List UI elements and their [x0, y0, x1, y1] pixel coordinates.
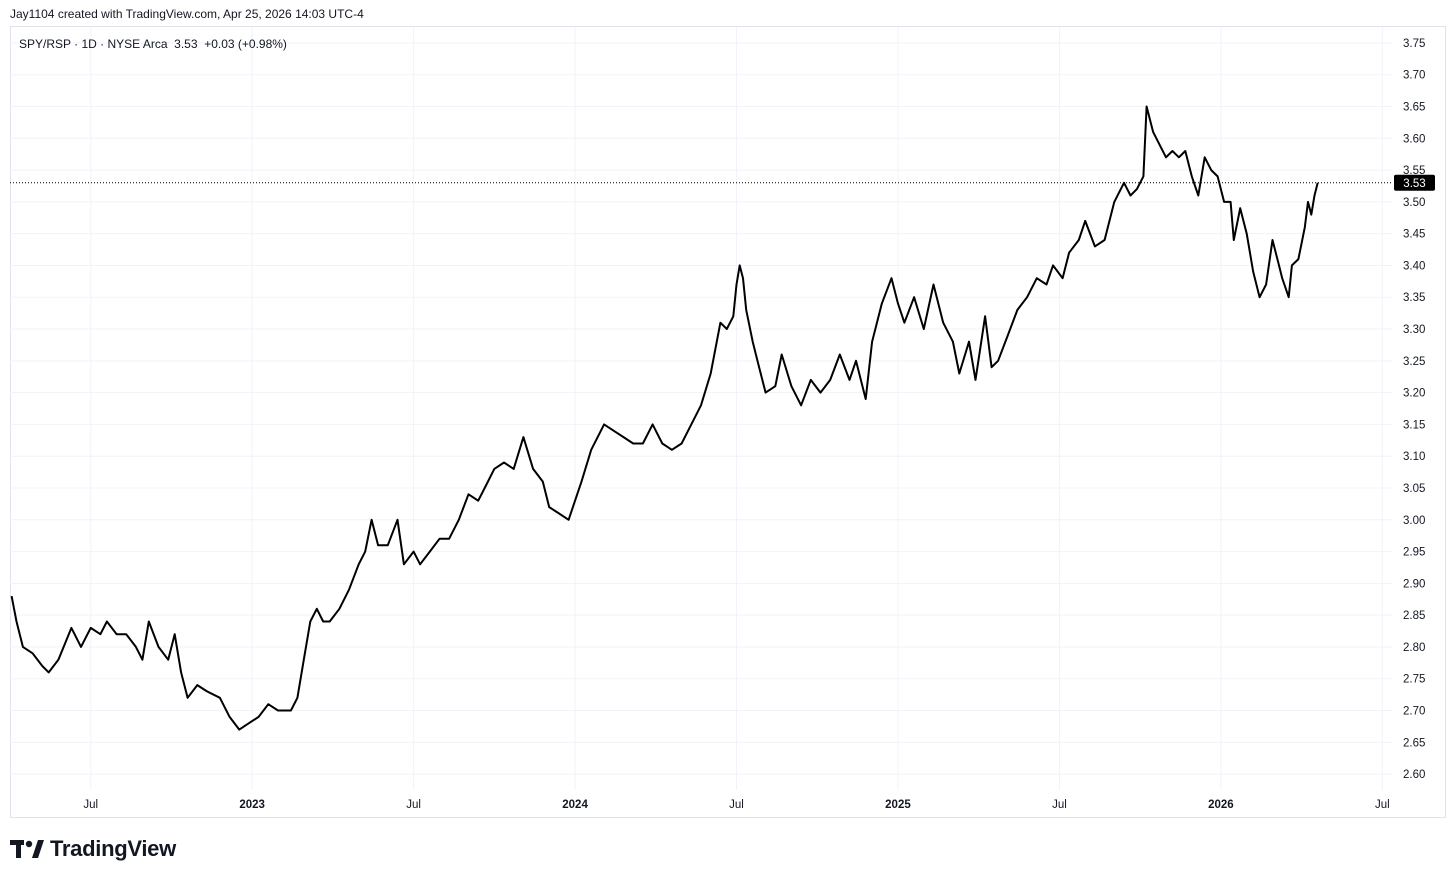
x-tick-label: Jul [406, 799, 421, 811]
legend-change: +0.03 (+0.98%) [204, 37, 287, 51]
y-tick-label: 2.90 [1403, 578, 1425, 590]
y-tick-label: 3.00 [1403, 515, 1425, 527]
x-tick-label: Jul [1375, 799, 1390, 811]
y-tick-label: 2.85 [1403, 610, 1425, 622]
series-line [10, 105, 1319, 731]
legend-symbol: SPY/RSP · 1D · NYSE Arca [19, 37, 168, 51]
tradingview-logo-icon [10, 840, 44, 858]
brand-name: TradingView [50, 836, 176, 861]
y-tick-label: 2.65 [1403, 737, 1425, 749]
x-tick-label: 2023 [239, 799, 265, 811]
last-price-label: 3.53 [1403, 178, 1425, 190]
brand[interactable]: TradingView [10, 836, 176, 862]
chart-credit: Jay1104 created with TradingView.com, Ap… [10, 7, 364, 21]
axes: 2.60 2.65 2.70 2.75 2.80 2.85 2.90 2.95 3.00 3.05… [83, 38, 1435, 811]
y-tick-label: 3.30 [1403, 324, 1425, 336]
x-tick-label: Jul [1052, 799, 1067, 811]
last-price-label-bg [1394, 174, 1435, 191]
symbol-legend: SPY/RSP · 1D · NYSE Arca 3.53 +0.03 (+0.… [19, 37, 287, 51]
y-tick-label: 3.35 [1403, 292, 1425, 304]
y-tick-label: 3.75 [1403, 38, 1425, 50]
y-tick-label: 3.20 [1403, 388, 1425, 400]
y-tick-label: 3.70 [1403, 70, 1425, 82]
y-tick-label: 3.60 [1403, 133, 1425, 145]
x-tick-label: 2025 [885, 799, 911, 811]
y-tick-label: 3.65 [1403, 101, 1425, 113]
y-tick-label: 3.10 [1403, 451, 1425, 463]
y-tick-label: 2.95 [1403, 547, 1425, 559]
y-tick-label: 2.70 [1403, 706, 1425, 718]
y-tick-label: 3.40 [1403, 260, 1425, 272]
chart-frame[interactable] [10, 26, 1446, 818]
legend-last: 3.53 [174, 37, 198, 51]
grid [10, 27, 1392, 790]
y-tick-label: 2.75 [1403, 674, 1425, 686]
x-tick-label: Jul [83, 799, 98, 811]
x-tick-label: 2026 [1208, 799, 1234, 811]
y-tick-label: 3.05 [1403, 483, 1425, 495]
x-tick-label: 2024 [562, 799, 588, 811]
y-tick-label: 3.50 [1403, 197, 1425, 209]
y-tick-label: 3.55 [1403, 165, 1425, 177]
y-tick-label: 2.80 [1403, 642, 1425, 654]
price-chart[interactable]: 2.60 2.65 2.70 2.75 2.80 2.85 2.90 2.95 3.00 3.05… [0, 0, 1456, 820]
y-tick-label: 3.45 [1403, 229, 1425, 241]
y-tick-label: 3.25 [1403, 356, 1425, 368]
y-tick-label: 2.60 [1403, 769, 1425, 781]
y-tick-label: 3.15 [1403, 419, 1425, 431]
x-tick-label: Jul [729, 799, 744, 811]
series-layer [10, 105, 1392, 731]
